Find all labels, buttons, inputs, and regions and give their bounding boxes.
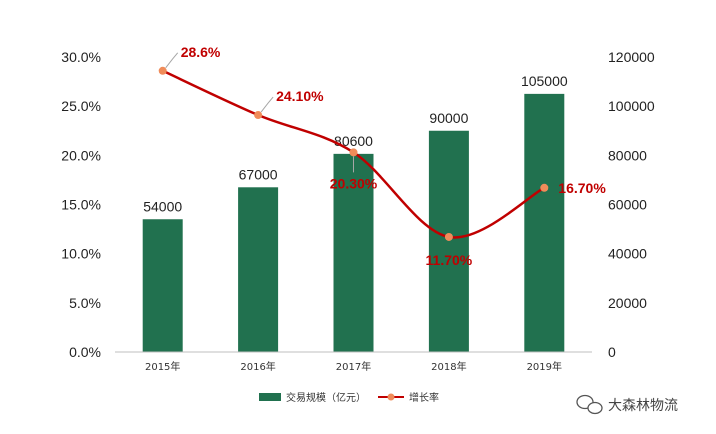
rate-value-label: 20.30% — [330, 175, 378, 191]
rate-leader-line — [260, 96, 274, 113]
line-point — [349, 148, 358, 157]
left-axis-tick-label: 30.0% — [61, 49, 101, 65]
bar-value-label: 80600 — [334, 133, 373, 149]
left-axis-tick-label: 15.0% — [61, 197, 101, 213]
bar-value-label: 67000 — [239, 166, 278, 182]
rate-value-label: 11.70% — [426, 252, 473, 268]
left-axis-tick-label: 20.0% — [61, 147, 101, 163]
legend: 交易规模（亿元） 增长率 — [259, 391, 439, 404]
legend-line-marker — [387, 393, 395, 401]
bar-value-labels: 54000 67000 80600 90000 105000 — [143, 73, 568, 214]
category-label: 2018年 — [431, 360, 466, 373]
wechat-icon — [576, 394, 603, 415]
left-axis-tick-label: 25.0% — [61, 98, 101, 114]
left-axis-tick-label: 0.0% — [69, 344, 101, 360]
line-series — [158, 66, 549, 241]
bar — [142, 219, 183, 352]
right-axis-tick-label: 60000 — [608, 197, 647, 213]
right-axis-tick-label: 40000 — [608, 246, 647, 262]
category-label: 2015年 — [145, 360, 180, 373]
bar-value-label: 54000 — [143, 198, 182, 214]
rate-leader-line — [165, 52, 179, 69]
watermark: 大森林物流 — [576, 394, 678, 415]
right-axis-tick-label: 20000 — [608, 295, 647, 311]
bar-value-label: 90000 — [429, 110, 468, 126]
right-axis: 0 20000 40000 60000 80000 100000 120000 — [608, 49, 655, 360]
rate-value-labels: 28.6% 24.10% 20.30% 11.70% 16.70% — [165, 44, 606, 268]
left-axis-tick-label: 10.0% — [61, 246, 101, 262]
category-label: 2019年 — [527, 360, 562, 373]
rate-value-label: 28.6% — [181, 44, 221, 60]
bar-value-label: 105000 — [521, 73, 568, 89]
legend-bar-label: 交易规模（亿元） — [286, 391, 366, 404]
right-axis-tick-label: 100000 — [608, 98, 655, 114]
bar-series — [142, 93, 565, 352]
bar — [238, 187, 279, 352]
right-axis-tick-label: 80000 — [608, 147, 647, 163]
legend-bar-swatch — [259, 393, 281, 401]
line-point — [254, 111, 263, 120]
watermark-text: 大森林物流 — [608, 398, 678, 414]
right-axis-tick-label: 120000 — [608, 49, 655, 65]
line-point — [444, 232, 453, 241]
left-axis-tick-label: 5.0% — [69, 295, 101, 311]
rate-value-label: 24.10% — [276, 88, 324, 104]
bar — [428, 130, 469, 352]
bar — [524, 93, 565, 352]
line-point — [158, 66, 167, 75]
line-point — [540, 183, 549, 192]
left-axis: 0.0% 5.0% 10.0% 15.0% 20.0% 25.0% 30.0% — [61, 49, 101, 360]
right-axis-tick-label: 0 — [608, 344, 616, 360]
category-label: 2016年 — [240, 360, 275, 373]
rate-value-label: 16.70% — [558, 180, 606, 196]
bar — [333, 153, 374, 352]
category-label: 2017年 — [336, 360, 371, 373]
category-labels: 2015年 2016年 2017年 2018年 2019年 — [145, 360, 562, 373]
legend-line-label: 增长率 — [409, 391, 439, 404]
